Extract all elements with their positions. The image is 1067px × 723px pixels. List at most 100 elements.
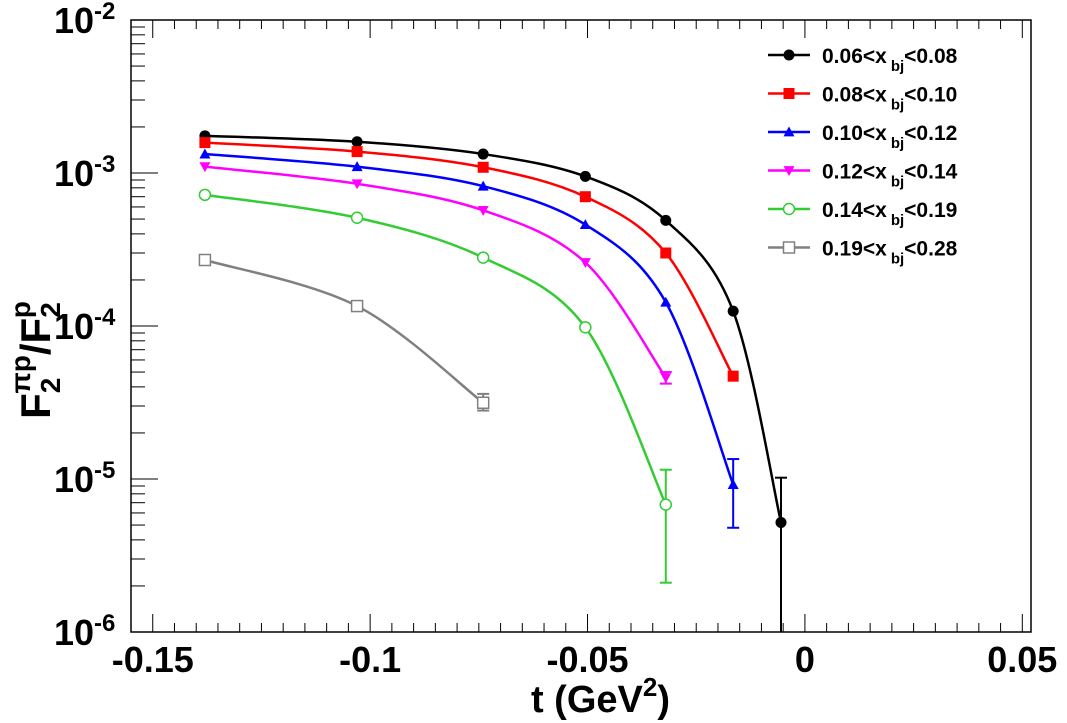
x-axis-title-sup: 2: [643, 672, 657, 702]
legend-label-post: <0.10: [904, 84, 957, 107]
legend-label-post: <0.28: [904, 238, 957, 261]
x-tick-label: -0.1: [339, 639, 401, 680]
data-point: [660, 248, 671, 259]
y-tick-exponent: -3: [94, 151, 115, 178]
legend-item-5: 0.14<x bj<0.19: [768, 199, 957, 229]
data-point: [478, 397, 489, 408]
legend-label-sub: bj: [891, 251, 904, 268]
axis-ticks: [131, 20, 1022, 632]
y-axis-title-sup2: p: [5, 301, 36, 318]
legend-item-3: 0.10<x bj<0.12: [768, 122, 957, 152]
chart-canvas: -0.15 -0.1 -0.05 0 0.05 10-610-510-410-310-2…: [0, 0, 1067, 723]
series-5: [199, 189, 671, 582]
y-tick-exponent: -6: [94, 610, 115, 637]
data-point: [580, 191, 591, 202]
data-point: [352, 136, 363, 147]
legend-label-post: <0.19: [904, 199, 957, 222]
legend-label-post: <0.12: [904, 122, 957, 145]
data-point: [478, 149, 489, 160]
y-tick-label: 10-2: [54, 0, 115, 41]
series-6: [199, 255, 489, 411]
legend-label-sub: bj: [891, 174, 904, 191]
y-tick-base: 10: [54, 612, 94, 653]
legend-label-pre: 0.08<x: [822, 84, 887, 107]
data-point: [728, 306, 739, 317]
legend-marker: [784, 242, 795, 253]
y-tick-base: 10: [54, 459, 94, 500]
legend-item-4: 0.12<x bj<0.14: [768, 161, 958, 191]
x-tick-label: 0.05: [987, 639, 1057, 680]
data-point: [352, 146, 363, 157]
legend-marker: [784, 204, 795, 215]
legend-label-pre: 0.14<x: [822, 199, 887, 222]
y-tick-label: 10-6: [54, 610, 115, 653]
legend-label-pre: 0.10<x: [822, 122, 887, 145]
y-tick-label: 10-5: [54, 457, 115, 500]
x-axis-title-main: t (GeV: [531, 679, 644, 721]
legend-label-pre: 0.06<x: [822, 45, 887, 68]
data-point: [580, 219, 591, 229]
y-tick-labels: 10-610-510-410-310-2: [54, 0, 116, 653]
y-tick-base: 10: [54, 153, 94, 194]
legend-label-pre: 0.19<x: [822, 238, 887, 261]
legend-item-6: 0.19<x bj<0.28: [768, 238, 958, 268]
legend-label: 0.12<x bj<0.14: [822, 161, 958, 191]
legend-label: 0.14<x bj<0.19: [822, 199, 957, 229]
data-point: [776, 517, 787, 528]
x-tick-label: -0.15: [112, 639, 194, 680]
y-tick-label: 10-3: [54, 151, 115, 194]
data-point: [728, 479, 739, 489]
data-point: [199, 189, 210, 200]
y-tick-exponent: -4: [94, 304, 116, 331]
series-line: [205, 195, 666, 505]
data-point: [660, 373, 671, 383]
legend-label: 0.19<x bj<0.28: [822, 238, 958, 268]
series-line: [205, 143, 733, 377]
data-point: [660, 215, 671, 226]
legend-label: 0.10<x bj<0.12: [822, 122, 957, 152]
x-axis-title: t (GeV2): [531, 672, 670, 721]
legend-label: 0.06<x bj<0.08: [822, 45, 958, 75]
legend-marker: [784, 88, 795, 99]
y-axis-title-sub2: 2: [35, 302, 66, 318]
y-tick-base: 10: [54, 0, 94, 41]
x-tick-label: -0.05: [546, 639, 628, 680]
data-point: [478, 252, 489, 263]
data-point: [478, 162, 489, 173]
legend-label-sub: bj: [891, 212, 904, 229]
y-axis-title-sub1: 2: [35, 378, 66, 394]
data-point: [580, 171, 591, 182]
series-line: [205, 154, 733, 484]
data-point: [660, 297, 671, 307]
x-axis-title-close: ): [657, 679, 670, 721]
legend: 0.06<x bj<0.080.08<x bj<0.100.10<x bj<0.120…: [768, 45, 958, 268]
legend-label-post: <0.14: [904, 161, 957, 184]
y-axis-title-slash: /F: [12, 318, 59, 355]
y-tick-exponent: -5: [94, 457, 115, 484]
series-line: [205, 136, 781, 523]
data-point: [199, 137, 210, 148]
legend-label-sub: bj: [891, 97, 904, 114]
legend-label: 0.08<x bj<0.10: [822, 84, 957, 114]
legend-label-sub: bj: [891, 58, 904, 75]
x-tick-labels: -0.15 -0.1 -0.05 0 0.05: [112, 639, 1058, 680]
data-point: [580, 322, 591, 333]
series-layer: [199, 130, 787, 632]
data-point: [352, 301, 363, 312]
legend-label-pre: 0.12<x: [822, 161, 887, 184]
data-point: [660, 499, 671, 510]
legend-label-post: <0.08: [904, 45, 957, 68]
series-line: [205, 260, 483, 403]
legend-item-1: 0.06<x bj<0.08: [768, 45, 958, 75]
legend-marker: [784, 50, 795, 61]
legend-item-2: 0.08<x bj<0.10: [768, 84, 957, 114]
y-axis-title-f1: F: [12, 393, 59, 419]
legend-label-sub: bj: [891, 135, 904, 152]
data-point: [199, 255, 210, 266]
data-point: [728, 371, 739, 382]
y-axis-title: F2πp/F2p: [5, 301, 66, 419]
y-tick-exponent: -2: [94, 0, 115, 25]
y-axis-title-sup1: πp: [5, 355, 36, 394]
data-point: [352, 212, 363, 223]
x-tick-label: 0: [795, 639, 815, 680]
